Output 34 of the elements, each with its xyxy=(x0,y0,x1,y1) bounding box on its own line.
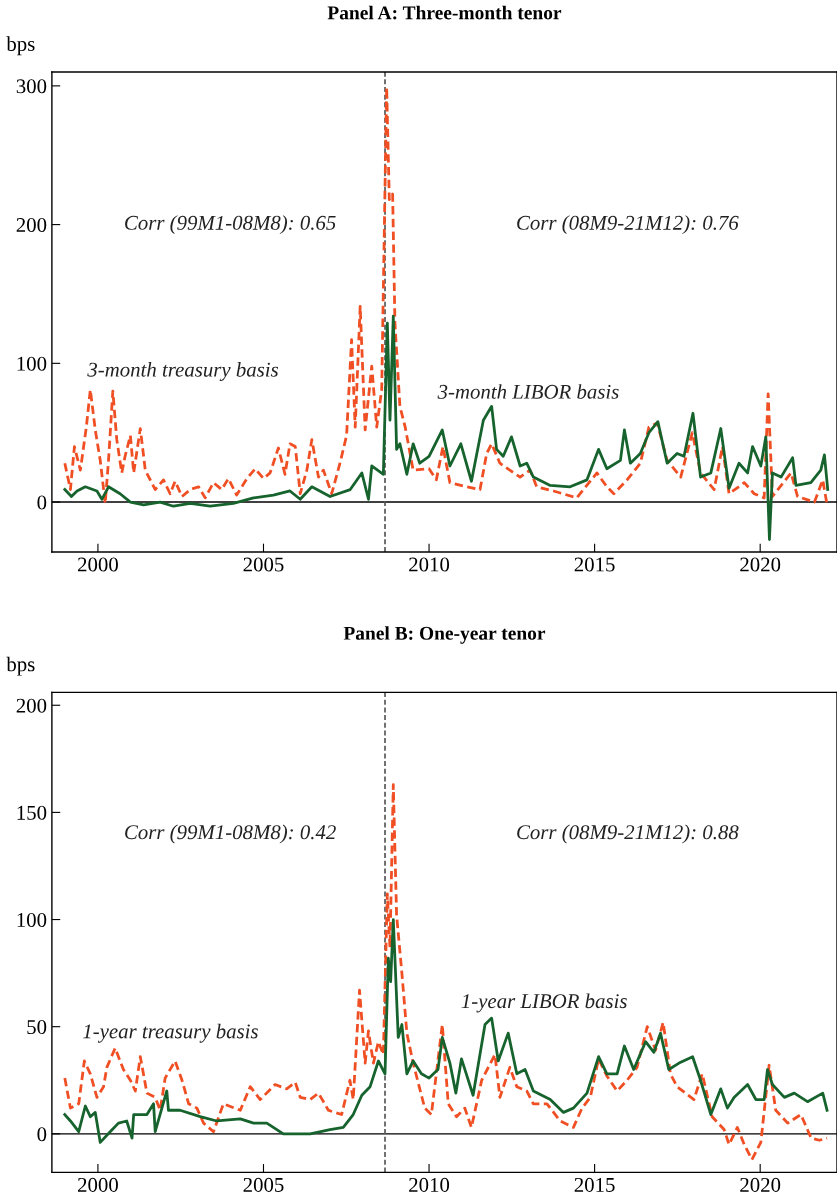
y-tick-label: 100 xyxy=(17,356,47,371)
series-label: 1-year treasury basis xyxy=(83,1023,258,1043)
y-tick-label: 150 xyxy=(17,805,47,820)
line-series xyxy=(63,783,829,1161)
x-tick-label: 2000 xyxy=(78,1177,118,1192)
y-tick-label: 200 xyxy=(16,217,47,233)
annotation: Corr (99M1-08M8): 0.65 xyxy=(125,215,336,235)
y-tick-label: 50 xyxy=(27,1020,47,1035)
y-axis-title: bps xyxy=(6,36,35,56)
line-series xyxy=(63,314,830,541)
y-axis-title: bps xyxy=(6,656,35,676)
y-tick-label: 200 xyxy=(16,698,47,713)
x-tick-label: 2020 xyxy=(740,557,781,572)
series-label: 3-month treasury basis xyxy=(87,362,279,381)
annotation: Corr (08M9-21M12): 0.88 xyxy=(517,824,739,844)
line-series xyxy=(63,918,829,1144)
annotation: Corr (99M1-08M8): 0.42 xyxy=(125,824,336,844)
annotation: Corr (08M9-21M12): 0.76 xyxy=(517,215,739,235)
x-tick-label: 2005 xyxy=(243,1177,284,1192)
chart-title: Panel A: Three-month tenor xyxy=(327,5,562,20)
x-tick-label: 2005 xyxy=(243,557,284,572)
y-tick-label: 300 xyxy=(16,79,47,94)
y-tick-label: 0 xyxy=(37,495,47,510)
x-tick-label: 2010 xyxy=(409,1177,450,1192)
x-tick-label: 2015 xyxy=(574,557,615,572)
series-label: 3-month LIBOR basis xyxy=(437,384,619,399)
y-tick-label: 0 xyxy=(37,1127,47,1142)
series-label: 1-year LIBOR basis xyxy=(461,993,627,1013)
x-tick-label: 2020 xyxy=(740,1177,781,1192)
chart-title: Panel B: One-year tenor xyxy=(343,626,546,644)
y-tick-label: 100 xyxy=(17,912,47,927)
x-tick-label: 2000 xyxy=(78,557,118,572)
x-tick-label: 2010 xyxy=(409,557,450,572)
x-tick-label: 2015 xyxy=(574,1177,615,1192)
